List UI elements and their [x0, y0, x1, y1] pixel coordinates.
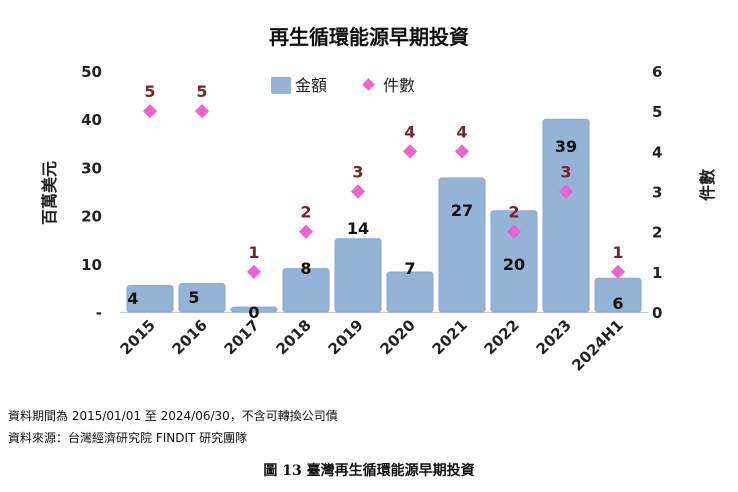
figure-caption-text: 臺灣再生循環能源早期投資 — [306, 463, 475, 479]
bar — [542, 118, 590, 313]
data-period-note: 資料期間為 2015/01/01 至 2024/06/30，不含可轉換公司債 — [8, 409, 338, 423]
count-marker — [610, 264, 626, 279]
count-marker — [454, 144, 470, 159]
left-axis-tick: 30 — [81, 159, 102, 177]
x-axis-category-label: 2021 — [429, 316, 471, 358]
bar-value-label: 20 — [503, 255, 525, 274]
bar-value-label: 14 — [347, 219, 369, 238]
chart-title: 再生循環能源早期投資 — [269, 25, 469, 49]
figure-caption: 圖 13 臺灣再生循環能源早期投資 — [0, 460, 738, 480]
bar-value-label: 4 — [127, 289, 138, 308]
legend-marker-label: 件數 — [383, 76, 415, 95]
left-axis-title: 百萬美元 — [40, 161, 59, 225]
count-marker — [246, 264, 262, 279]
count-value-label: 3 — [560, 163, 571, 182]
legend-marker-swatch — [362, 78, 375, 91]
bar-value-label: 6 — [612, 294, 623, 313]
count-marker — [558, 184, 574, 199]
bar — [282, 268, 330, 313]
bar-value-label: 8 — [300, 259, 311, 278]
bar — [386, 271, 434, 313]
x-axis-category-label: 2015 — [117, 316, 159, 358]
count-marker — [194, 104, 210, 119]
count-value-label: 1 — [248, 243, 259, 262]
count-marker — [506, 224, 522, 239]
bar-value-label: 27 — [451, 201, 473, 220]
bar — [334, 238, 382, 313]
data-source-note: 資料來源：台灣經濟研究院 FINDIT 研究團隊 — [8, 431, 248, 445]
right-axis-tick: 2 — [652, 224, 662, 242]
bar — [230, 306, 278, 313]
count-marker — [142, 104, 158, 119]
bar — [438, 177, 486, 313]
left-axis-tick: - — [96, 304, 102, 322]
bar-value-label: 7 — [404, 259, 415, 278]
right-axis-tick: 6 — [652, 63, 662, 81]
figure-number: 圖 13 — [263, 463, 302, 479]
x-axis-category-label: 2017 — [221, 316, 263, 358]
left-axis-tick: 20 — [81, 208, 102, 226]
count-value-label: 5 — [144, 82, 155, 101]
bar-value-label: 0 — [248, 303, 259, 322]
x-axis-category-label: 2022 — [481, 316, 523, 358]
x-axis-category-label: 2024H1 — [568, 316, 627, 375]
legend-bar-swatch — [271, 77, 291, 94]
right-axis-tick: 4 — [652, 143, 662, 161]
legend-bar-label: 金額 — [295, 76, 327, 95]
chart: 再生循環能源早期投資 金額 件數 百萬美元 件數 -10203040500123… — [40, 25, 717, 375]
legend: 金額 件數 — [271, 76, 415, 95]
count-value-label: 4 — [404, 122, 415, 141]
count-value-label: 5 — [196, 82, 207, 101]
right-axis-tick: 0 — [652, 304, 662, 322]
bar — [178, 283, 226, 313]
count-value-label: 2 — [300, 203, 311, 222]
x-axis-category-label: 2018 — [273, 316, 315, 358]
count-marker — [350, 184, 366, 199]
left-axis-tick: 10 — [81, 256, 102, 274]
left-axis-tick: 40 — [81, 111, 102, 129]
x-axis-category-label: 2019 — [325, 316, 367, 358]
count-value-label: 1 — [612, 243, 623, 262]
bar-value-label: 39 — [555, 137, 577, 156]
x-axis-category-label: 2023 — [533, 316, 575, 358]
x-axis-category-label: 2016 — [169, 316, 211, 358]
count-marker — [402, 144, 418, 159]
left-axis-tick: 50 — [81, 63, 102, 81]
bar-value-label: 5 — [188, 288, 199, 307]
count-value-label: 2 — [508, 203, 519, 222]
bar — [490, 210, 538, 313]
x-axis-category-label: 2020 — [377, 316, 419, 358]
right-axis-title: 件數 — [698, 169, 717, 201]
right-axis-tick: 1 — [652, 264, 662, 282]
right-axis-tick: 3 — [652, 184, 662, 202]
right-axis-tick: 5 — [652, 103, 662, 121]
count-marker — [298, 224, 314, 239]
count-value-label: 4 — [456, 122, 467, 141]
bar — [126, 284, 174, 313]
count-value-label: 3 — [352, 163, 363, 182]
